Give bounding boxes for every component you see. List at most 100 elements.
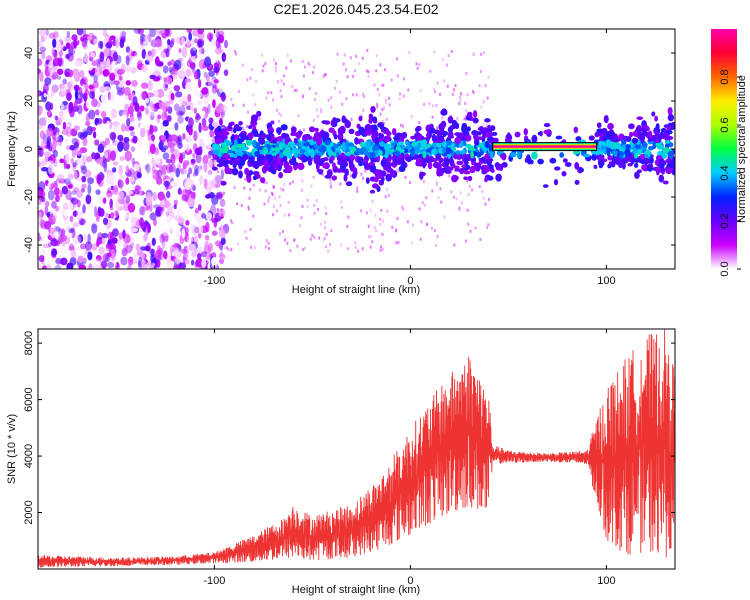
heatmap-cell [381, 108, 384, 112]
heatmap-cell [39, 29, 46, 37]
heatmap-cell [144, 34, 149, 42]
heatmap-cell [116, 90, 124, 96]
heatmap-cell [71, 190, 77, 195]
heatmap-cell [147, 80, 154, 91]
heatmap-cell [543, 129, 551, 135]
heatmap-cell [130, 146, 136, 152]
heatmap-cell [594, 131, 600, 138]
heatmap-cell [472, 52, 475, 56]
heatmap-cell [286, 151, 293, 158]
heatmap-cell [386, 132, 391, 139]
heatmap-cell [102, 158, 108, 169]
heatmap-cell [85, 98, 92, 109]
heatmap-cell [183, 168, 188, 174]
heatmap-cell [301, 60, 304, 64]
heatmap-cell [313, 65, 316, 69]
heatmap-cell [479, 126, 484, 132]
heatmap-cell [181, 228, 186, 239]
heatmap-cell [54, 187, 60, 196]
colorbar-ticks: 0.0 0.2 0.4 0.6 0.8 [719, 69, 741, 277]
heatmap-cell [73, 84, 80, 91]
heatmap-cell [118, 199, 126, 205]
heatmap-cell [480, 105, 483, 109]
heatmap-cell [599, 135, 604, 141]
heatmap-cell [252, 171, 260, 176]
heatmap-cell [174, 256, 181, 264]
spectrogram-x-ticks: -100 0 100 [203, 29, 616, 287]
heatmap-cell [452, 88, 455, 92]
heatmap-cell [394, 150, 401, 157]
heatmap-cell [347, 215, 350, 219]
heatmap-cell [319, 146, 327, 153]
heatmap-cell [66, 92, 72, 101]
heatmap-cell [235, 143, 243, 149]
heatmap-cell [246, 175, 252, 183]
snr-y-ticks: 2000 4000 6000 8000 [23, 331, 675, 525]
heatmap-cell [241, 126, 244, 130]
heatmap-cell [464, 156, 468, 165]
heatmap-cell [485, 124, 488, 128]
heatmap-cell [127, 256, 134, 266]
heatmap-cell [205, 212, 212, 221]
heatmap-cell [453, 195, 456, 199]
heatmap-cell [117, 191, 125, 199]
heatmap-cell [454, 137, 462, 144]
heatmap-cell [606, 148, 611, 157]
heatmap-cell [564, 162, 572, 167]
heatmap-cell [171, 181, 175, 186]
heatmap-cell [288, 213, 291, 217]
heatmap-cell [238, 121, 243, 126]
heatmap-cell [177, 70, 186, 80]
heatmap-cell [359, 141, 365, 148]
heatmap-cell [66, 225, 70, 233]
heatmap-cell [352, 93, 355, 97]
spectrogram-x-axis-label: Height of straight line (km) [292, 284, 420, 296]
heatmap-cell [182, 162, 187, 170]
heatmap-cell [62, 46, 67, 52]
heatmap-cell [208, 78, 213, 89]
heatmap-cell [452, 175, 459, 181]
heatmap-cell [666, 129, 673, 135]
heatmap-cell [667, 107, 673, 116]
heatmap-cell [134, 116, 140, 126]
heatmap-cell [198, 165, 203, 171]
heatmap-cell [193, 130, 197, 142]
heatmap-cell [215, 38, 221, 49]
snr-frame [37, 328, 676, 570]
heatmap-cell [273, 147, 280, 152]
heatmap-cell [55, 205, 60, 212]
heatmap-cell [223, 56, 226, 60]
heatmap-cell [299, 148, 305, 154]
heatmap-cell [72, 210, 78, 217]
heatmap-cell [65, 53, 70, 60]
heatmap-cell [177, 115, 184, 124]
heatmap-cell [634, 171, 640, 180]
heatmap-cell [476, 136, 484, 141]
heatmap-cell [205, 255, 212, 261]
colorbar: 0.0 0.2 0.4 0.6 0.8 Normalized spectral ampl… [711, 29, 748, 277]
heatmap-cell [326, 169, 333, 178]
heatmap-cell [281, 132, 288, 139]
heatmap-cell [336, 155, 343, 162]
heatmap-cell [267, 241, 270, 245]
heatmap-cell [133, 29, 141, 34]
heatmap-cell [244, 177, 247, 181]
heatmap-cell [89, 56, 94, 62]
heatmap-cell [369, 152, 376, 159]
heatmap-cell [258, 117, 261, 121]
heatmap-cell [43, 83, 49, 94]
heatmap-cell [206, 32, 214, 41]
heatmap-cell [381, 219, 384, 223]
heatmap-cell [363, 159, 368, 164]
heatmap-cell [313, 203, 316, 207]
heatmap-cell [463, 117, 466, 121]
heatmap-cell [376, 103, 379, 107]
heatmap-cell [270, 120, 275, 125]
heatmap-cell [393, 136, 400, 141]
heatmap-cell [309, 63, 312, 67]
heatmap-cell [87, 177, 95, 185]
heatmap-cell [99, 140, 107, 149]
heatmap-cell [195, 258, 203, 268]
heatmap-cell [160, 199, 166, 206]
